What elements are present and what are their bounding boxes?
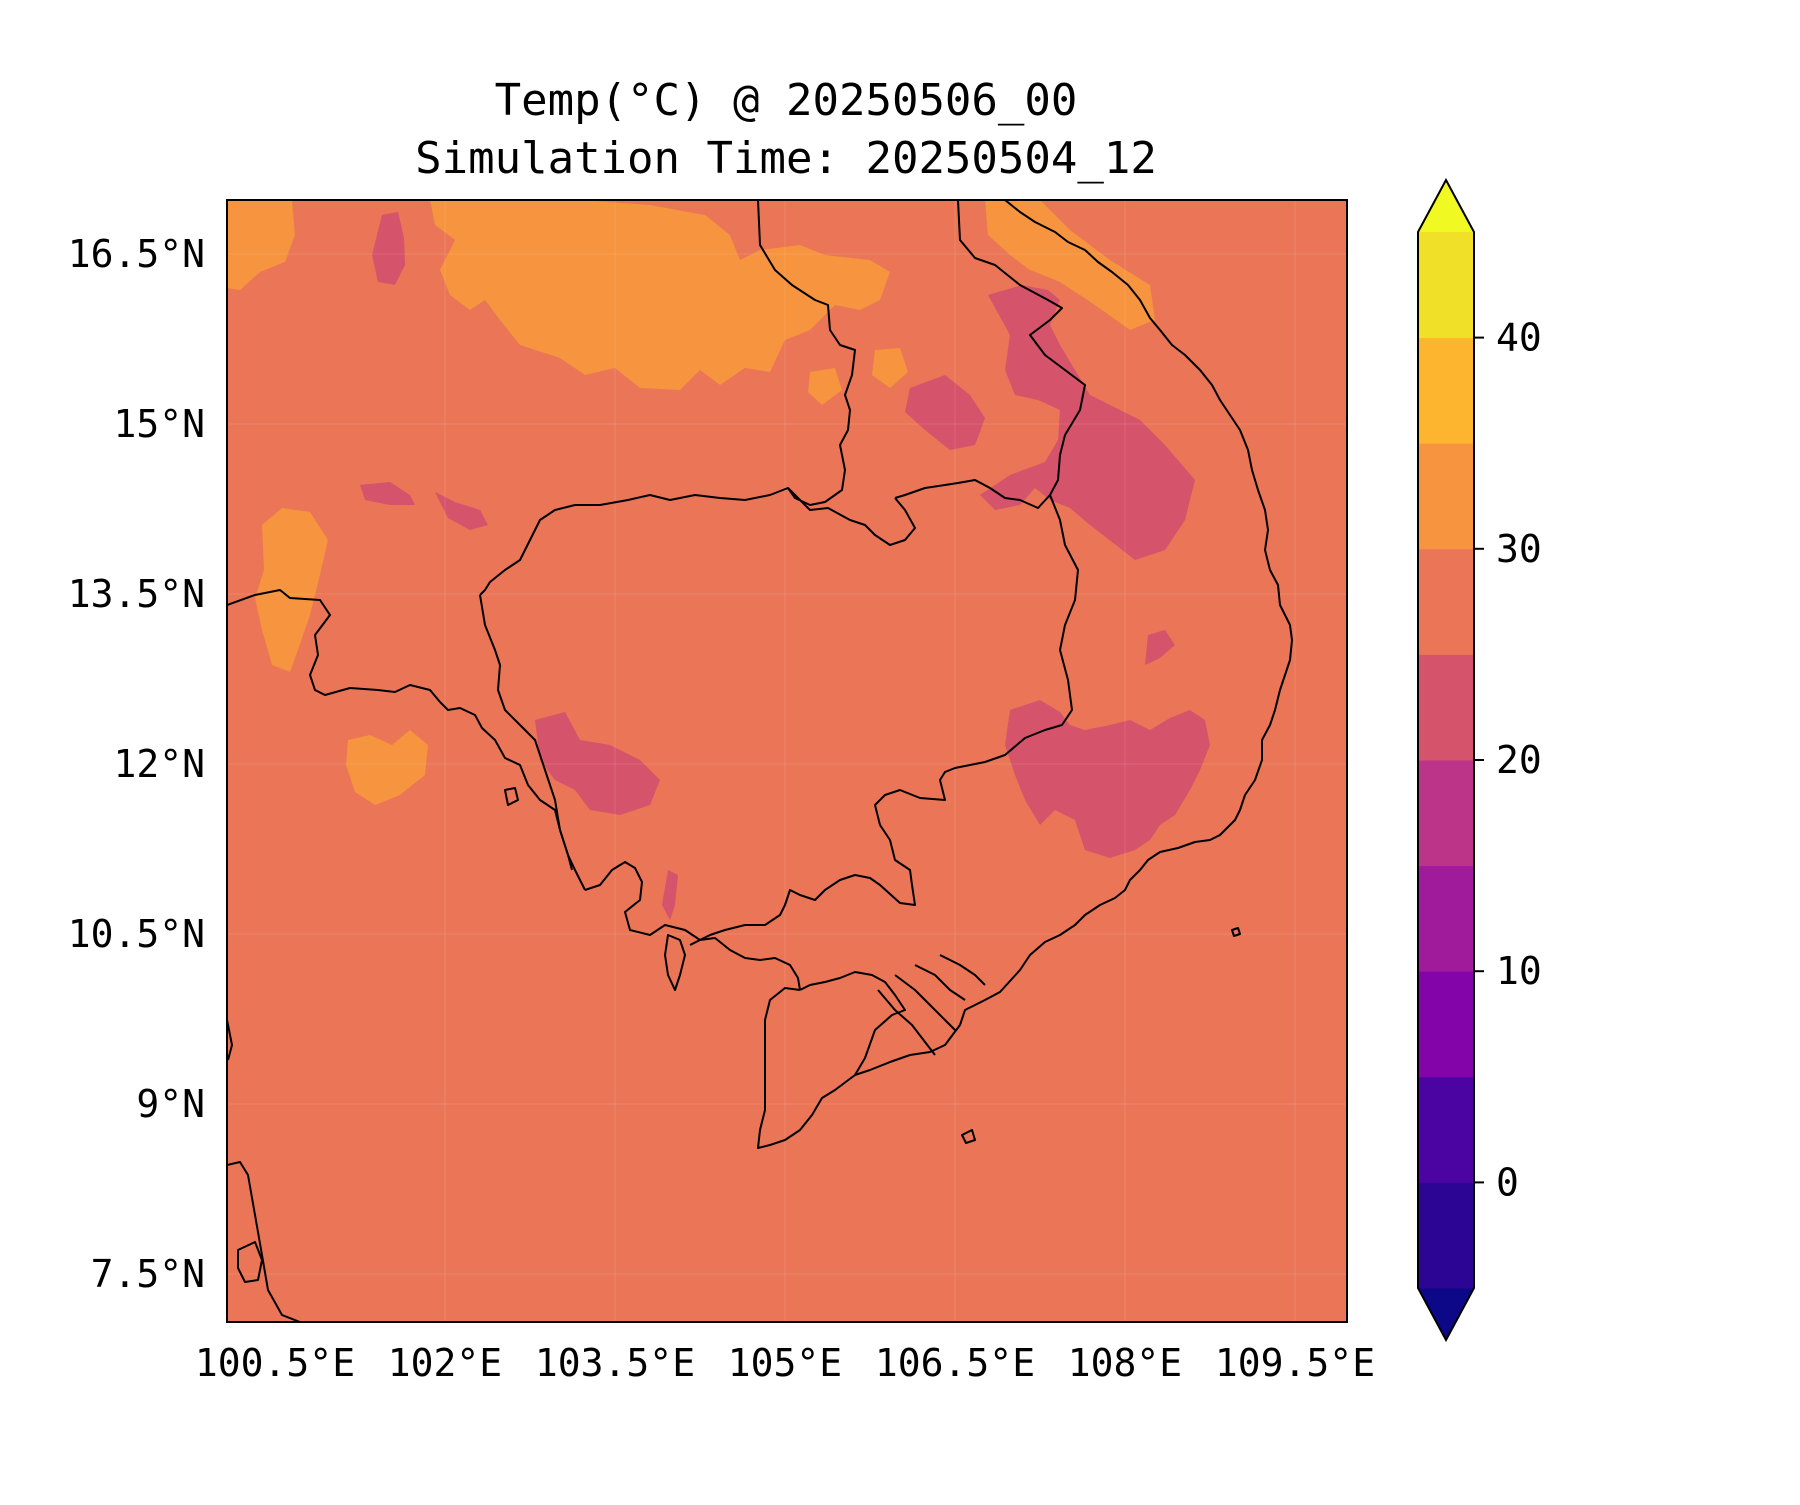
coast-gulf-west bbox=[227, 1019, 233, 1061]
warm-region-c2 bbox=[872, 348, 908, 388]
y-tick-label: 7.5°N bbox=[91, 1252, 205, 1296]
y-tick-label: 15°N bbox=[113, 402, 205, 446]
colorbar-band bbox=[1418, 548, 1474, 655]
border-thailand-cambodia-west bbox=[227, 589, 441, 703]
border-cambodia-east bbox=[689, 494, 1079, 946]
map-title: Temp(°C) @ 20250506_00 bbox=[495, 75, 1078, 126]
colorbar-band bbox=[1418, 443, 1474, 550]
x-tick-label: 108°E bbox=[1068, 1341, 1182, 1385]
colorbar-extend-low bbox=[1418, 1288, 1474, 1340]
colorbar-band bbox=[1418, 865, 1474, 972]
map-frame bbox=[226, 199, 1348, 1323]
cool-regions bbox=[360, 212, 1210, 920]
cool-region-c bbox=[535, 712, 660, 815]
cool-region-e2 bbox=[1145, 630, 1175, 665]
island-con-son bbox=[961, 1129, 976, 1144]
island-samui bbox=[237, 1241, 263, 1283]
coast-malay-peninsula bbox=[227, 1161, 301, 1322]
y-tick-label: 12°N bbox=[113, 742, 205, 786]
y-tick-label: 13.5°N bbox=[68, 572, 205, 616]
y-tick-label: 16.5°N bbox=[68, 232, 205, 276]
cool-region-n1 bbox=[372, 212, 405, 285]
y-tick-label: 9°N bbox=[136, 1082, 205, 1126]
warm-region-nw bbox=[227, 200, 295, 290]
warm-region-ne bbox=[985, 200, 1155, 330]
coastlines-and-borders bbox=[227, 200, 1293, 1322]
colorbar-band bbox=[1418, 760, 1474, 867]
x-tick-label: 105°E bbox=[728, 1341, 842, 1385]
warm-regions bbox=[227, 200, 1155, 805]
border-laos-thailand bbox=[757, 200, 856, 506]
cool-region-w1 bbox=[360, 482, 415, 505]
island-small-2 bbox=[504, 787, 519, 806]
warm-region-w1 bbox=[255, 508, 328, 672]
cool-region-ne bbox=[980, 285, 1195, 560]
colorbar-band bbox=[1418, 1182, 1474, 1289]
colorbar-outline bbox=[1417, 177, 1475, 1343]
coast-thailand-gulf bbox=[439, 701, 573, 871]
cool-region-e1 bbox=[905, 375, 985, 450]
x-tick-label: 100.5°E bbox=[195, 1341, 355, 1385]
colorbar-band bbox=[1418, 654, 1474, 761]
warm-region-c1 bbox=[808, 368, 842, 405]
warm-region-w2 bbox=[346, 730, 428, 805]
colorbar-band bbox=[1418, 1076, 1474, 1183]
colorbar-band bbox=[1418, 232, 1474, 339]
colorbar-tick-label: 0 bbox=[1496, 1160, 1519, 1204]
warm-region-north bbox=[430, 200, 890, 390]
x-tick-label: 103.5°E bbox=[535, 1341, 695, 1385]
map-panel bbox=[227, 200, 1347, 1322]
border-laos-vietnam bbox=[894, 200, 1086, 509]
coast-delta-rivers bbox=[877, 954, 986, 1056]
map-subtitle: Simulation Time: 20250504_12 bbox=[415, 133, 1157, 184]
cool-region-w2 bbox=[435, 492, 488, 530]
cool-region-s1 bbox=[662, 870, 678, 920]
cool-region-se bbox=[1005, 700, 1210, 858]
colorbar-tick-label: 40 bbox=[1496, 316, 1542, 360]
colorbar-tick-label: 30 bbox=[1496, 527, 1542, 571]
island-small-1 bbox=[1231, 927, 1241, 937]
grid-lines bbox=[227, 200, 1347, 1322]
border-cambodia-north bbox=[479, 487, 916, 596]
y-tick-label: 10.5°N bbox=[68, 912, 205, 956]
colorbar-extend-high bbox=[1418, 180, 1474, 232]
colorbar-band bbox=[1418, 337, 1474, 444]
x-tick-label: 109.5°E bbox=[1215, 1341, 1375, 1385]
coast-cambodia bbox=[584, 861, 801, 991]
coast-mekong-delta bbox=[757, 971, 906, 1149]
border-cambodia-west bbox=[479, 594, 586, 891]
x-tick-label: 102°E bbox=[388, 1341, 502, 1385]
colorbar-band bbox=[1418, 971, 1474, 1078]
colorbar: 40 30 20 10 0 bbox=[1417, 177, 1542, 1343]
colorbar-tick-label: 10 bbox=[1496, 949, 1542, 993]
colorbar-tick-label: 20 bbox=[1496, 738, 1542, 782]
x-tick-label: 106.5°E bbox=[875, 1341, 1035, 1385]
coast-vietnam-south bbox=[854, 200, 1293, 1076]
y-axis: 16.5°N 15°N 13.5°N 12°N 10.5°N 9°N 7.5°N bbox=[68, 232, 205, 1296]
island-phu-quoc bbox=[664, 934, 686, 991]
x-axis: 100.5°E 102°E 103.5°E 105°E 106.5°E 108°… bbox=[195, 1341, 1375, 1385]
